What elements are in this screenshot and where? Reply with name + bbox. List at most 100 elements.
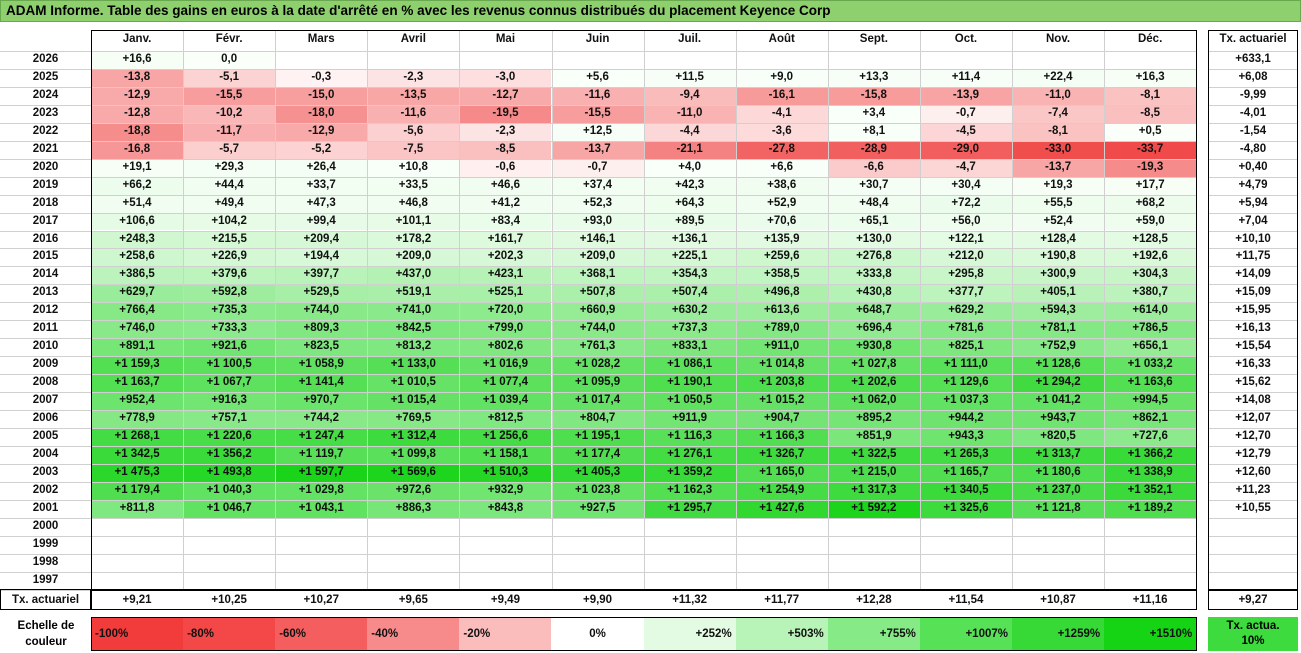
grid-line-h bbox=[1208, 535, 1298, 537]
value-cell: +386,5 bbox=[91, 266, 184, 285]
value-cell: +886,3 bbox=[367, 499, 460, 518]
grid-line-v bbox=[827, 30, 829, 590]
row-actuarial-rate: +633,1 bbox=[1235, 53, 1271, 65]
footer-rate: +11,32 bbox=[672, 594, 708, 606]
actuarial-header: Tx. actuariel bbox=[1208, 30, 1298, 49]
value-cell: +833,1 bbox=[643, 338, 736, 357]
value-cell: -8,5 bbox=[1104, 104, 1197, 123]
year-label: 2014 bbox=[32, 268, 59, 281]
grid-line-h bbox=[0, 194, 1197, 196]
year-label: 1999 bbox=[32, 537, 59, 550]
value-cell: +930,8 bbox=[827, 338, 920, 357]
grid-line-h bbox=[1208, 51, 1298, 52]
year-label: 2010 bbox=[32, 340, 59, 353]
year-label: 2021 bbox=[32, 142, 59, 155]
value-cell: +259,6 bbox=[735, 248, 828, 267]
value-cell: +1 165,0 bbox=[735, 463, 828, 482]
grid-line-h bbox=[0, 104, 1197, 106]
grid-line-h bbox=[0, 302, 1197, 304]
value-cell: -15,8 bbox=[827, 86, 920, 105]
value-cell: +746,0 bbox=[91, 320, 184, 339]
value-cell: +927,5 bbox=[551, 499, 644, 518]
value-cell: +104,2 bbox=[183, 212, 276, 231]
month-header-6: Juil. bbox=[643, 30, 736, 49]
value-cell: +656,1 bbox=[1104, 338, 1197, 357]
value-cell: +72,2 bbox=[919, 194, 1012, 213]
grid-line-h bbox=[0, 463, 1197, 465]
value-cell: +1 215,0 bbox=[827, 463, 920, 482]
scale-step: -40% bbox=[367, 617, 460, 651]
value-cell: +812,5 bbox=[459, 410, 552, 428]
row-actuarial-rate: +6,08 bbox=[1238, 70, 1268, 83]
value-cell bbox=[275, 553, 368, 572]
grid-line-h bbox=[0, 481, 1197, 483]
value-cell: +891,1 bbox=[91, 338, 184, 357]
value-cell: -15,5 bbox=[551, 104, 644, 123]
value-cell bbox=[735, 571, 828, 590]
value-cell bbox=[183, 553, 276, 572]
value-cell: +83,4 bbox=[459, 212, 552, 231]
value-cell: +1 203,8 bbox=[735, 374, 828, 393]
grid-line-v bbox=[1012, 30, 1013, 590]
value-cell: +823,5 bbox=[275, 338, 368, 357]
year-label: 2016 bbox=[32, 232, 59, 245]
row-actuarial-rate: +15,54 bbox=[1235, 340, 1271, 353]
value-cell: -11,6 bbox=[367, 104, 460, 123]
grid-line-h bbox=[1208, 445, 1298, 447]
value-cell: +93,0 bbox=[551, 212, 644, 231]
value-cell: +1 158,1 bbox=[459, 445, 552, 464]
year-label: 2005 bbox=[32, 429, 59, 442]
grid-line-v bbox=[1104, 30, 1106, 590]
grid-line-h bbox=[0, 248, 1197, 250]
value-cell bbox=[827, 553, 920, 572]
value-cell: +741,0 bbox=[367, 302, 460, 321]
grid-line-h bbox=[0, 86, 1197, 88]
value-cell: +380,7 bbox=[1104, 284, 1197, 303]
value-cell: +911,9 bbox=[643, 410, 736, 428]
value-cell bbox=[919, 51, 1012, 69]
value-cell: +737,3 bbox=[643, 320, 736, 339]
value-cell: +17,7 bbox=[1104, 176, 1197, 195]
grid-line-h bbox=[1208, 104, 1298, 106]
value-cell: +130,0 bbox=[827, 230, 920, 249]
footer-rate: +9,21 bbox=[122, 594, 152, 606]
grid-line-v bbox=[275, 30, 277, 590]
value-cell: +295,8 bbox=[919, 266, 1012, 285]
value-cell: +1 317,3 bbox=[827, 481, 920, 500]
row-actuarial-rate bbox=[1208, 572, 1298, 590]
value-cell: +1 039,4 bbox=[459, 392, 552, 410]
value-cell bbox=[643, 535, 736, 554]
value-cell: +943,3 bbox=[919, 427, 1012, 446]
value-cell: -11,0 bbox=[1012, 86, 1105, 105]
value-cell: +46,6 bbox=[459, 176, 552, 195]
value-cell: +304,3 bbox=[1104, 266, 1197, 285]
value-cell: +1 190,1 bbox=[643, 374, 736, 393]
value-cell: +1 046,7 bbox=[183, 499, 276, 518]
value-cell: -0,7 bbox=[919, 104, 1012, 123]
value-cell: -33,0 bbox=[1012, 140, 1105, 159]
grid-line-h bbox=[1208, 194, 1298, 196]
year-label: 2001 bbox=[32, 501, 59, 514]
value-cell: +507,4 bbox=[643, 284, 736, 303]
grid-line-h bbox=[1208, 392, 1298, 394]
value-cell: -4,5 bbox=[919, 122, 1012, 141]
grid-line-h bbox=[1208, 266, 1298, 268]
grid-line-v bbox=[643, 30, 645, 590]
value-cell: +1 141,4 bbox=[275, 374, 368, 393]
value-cell: +212,0 bbox=[919, 248, 1012, 267]
month-header-9: Oct. bbox=[919, 30, 1012, 49]
value-cell: +952,4 bbox=[91, 392, 184, 410]
value-cell: +1 268,1 bbox=[91, 427, 184, 446]
value-cell: +1 247,4 bbox=[275, 427, 368, 446]
grid-line-h bbox=[1208, 140, 1298, 142]
value-cell: +1 427,6 bbox=[735, 499, 828, 518]
value-cell bbox=[735, 535, 828, 554]
value-cell bbox=[551, 553, 644, 572]
value-cell: +19,3 bbox=[1012, 176, 1105, 195]
value-cell: +1 095,9 bbox=[551, 374, 644, 393]
value-cell: +12,5 bbox=[551, 122, 644, 141]
row-actuarial-rate: +5,94 bbox=[1238, 196, 1268, 209]
value-cell: -11,0 bbox=[643, 104, 736, 123]
value-cell: +1 295,7 bbox=[643, 499, 736, 518]
year-label: 2006 bbox=[32, 412, 59, 424]
